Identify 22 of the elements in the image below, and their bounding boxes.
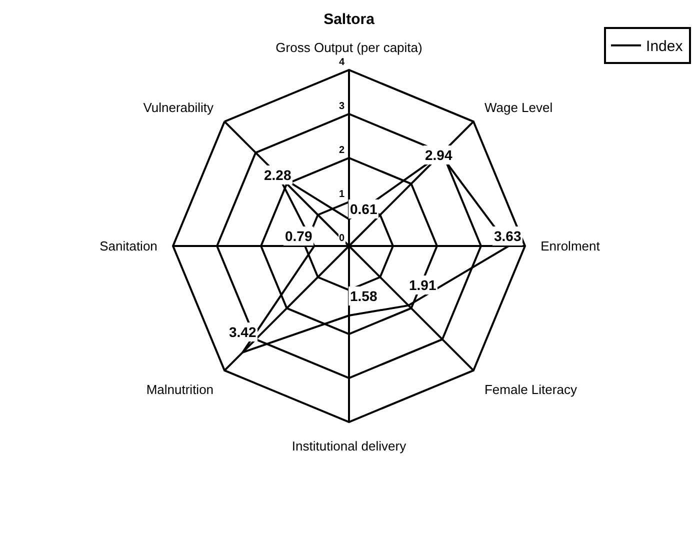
- legend-label: Index: [646, 38, 684, 56]
- data-label: 2.94: [425, 147, 452, 163]
- data-label: 1.91: [409, 277, 436, 293]
- spoke-label: Enrolment: [540, 238, 600, 254]
- spoke-label: Gross Output (per capita): [276, 40, 422, 55]
- y-tick-label: 0: [339, 233, 345, 244]
- data-label: 0.79: [285, 228, 312, 244]
- spoke-label: Sanitation: [100, 238, 158, 254]
- data-label: 3.42: [229, 324, 256, 340]
- spoke-label: Institutional delivery: [292, 438, 407, 454]
- spoke-label: Wage Level: [484, 100, 553, 115]
- data-label: 3.63: [494, 228, 522, 244]
- data-label: 1.58: [350, 288, 378, 304]
- chart-title: Saltora: [324, 11, 376, 28]
- spoke-label: Female Literacy: [484, 382, 578, 397]
- y-tick-label: 4: [339, 57, 345, 68]
- spoke-label: Vulnerability: [143, 100, 214, 115]
- spoke-label: Malnutrition: [146, 382, 214, 397]
- y-tick-label: 2: [339, 145, 345, 156]
- data-label: 0.61: [350, 201, 378, 217]
- y-tick-label: 3: [339, 101, 345, 112]
- y-tick-label: 1: [339, 189, 345, 200]
